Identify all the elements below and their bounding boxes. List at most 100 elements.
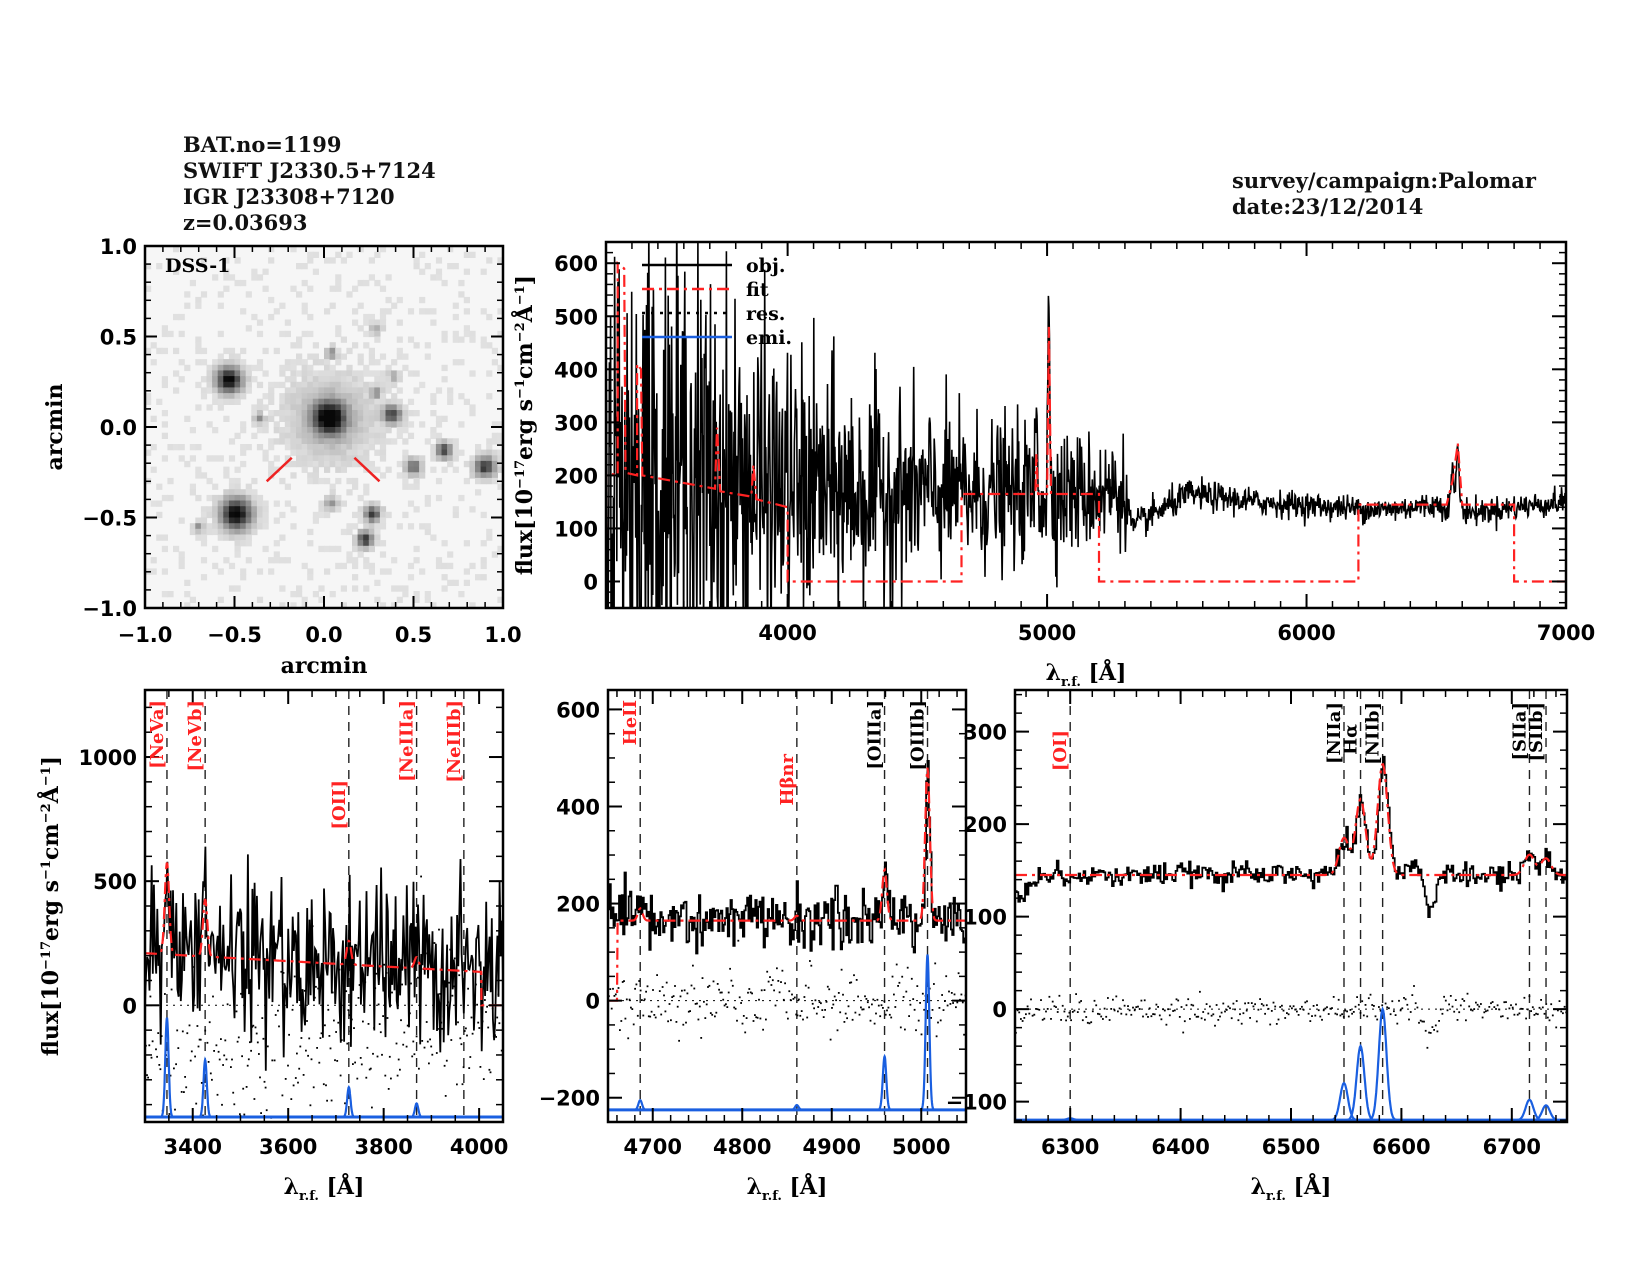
- image-pixel: [296, 398, 303, 405]
- survey-campaign: survey/campaign:Palomar: [1232, 168, 1536, 193]
- image-pixel: [301, 602, 308, 608]
- zoom-hbeta-y-tick-label: 600: [556, 698, 600, 722]
- image-pixel: [379, 551, 387, 558]
- image-pixel: [329, 591, 336, 598]
- residual-point: [151, 1040, 154, 1043]
- residual-point: [281, 1094, 284, 1097]
- image-pixel: [491, 551, 498, 558]
- image-pixel: [480, 557, 487, 564]
- image-pixel: [497, 432, 503, 439]
- image-pixel: [447, 246, 454, 253]
- image-pixel: [363, 489, 370, 496]
- image-pixel: [245, 381, 252, 389]
- residual-point: [498, 1022, 501, 1025]
- image-pixel: [273, 308, 280, 315]
- image-pixel: [324, 387, 331, 394]
- residual-point: [1155, 1003, 1158, 1006]
- residual-point: [793, 996, 796, 999]
- image-pixel: [335, 330, 342, 338]
- residual-point: [758, 998, 760, 1001]
- residual-point: [904, 1028, 906, 1031]
- residual-point: [155, 1048, 157, 1051]
- image-pixel: [352, 585, 359, 592]
- ylabel-part: cm: [38, 823, 64, 860]
- image-pixel: [329, 364, 336, 372]
- residual-point: [204, 1029, 207, 1032]
- residual-point: [742, 1015, 745, 1017]
- residual-point: [180, 1091, 183, 1093]
- image-pixel: [256, 381, 264, 389]
- residual-point: [1270, 1010, 1273, 1012]
- image-pixel: [346, 551, 353, 558]
- residual-point: [1177, 999, 1180, 1002]
- residual-point: [1284, 1017, 1287, 1019]
- residual-point: [258, 1053, 260, 1055]
- image-pixel: [413, 370, 420, 377]
- image-pixel: [402, 472, 409, 479]
- image-pixel: [486, 466, 493, 473]
- residual-point: [777, 980, 780, 982]
- residual-point: [1510, 1004, 1512, 1007]
- residual-point: [225, 1058, 228, 1061]
- residual-point: [254, 1026, 257, 1029]
- image-pixel: [458, 336, 465, 343]
- image-pixel: [357, 370, 364, 377]
- residual-point: [202, 1114, 204, 1117]
- image-pixel: [368, 353, 375, 360]
- image-pixel: [178, 455, 185, 462]
- residual-point: [868, 1006, 870, 1009]
- image-pixel: [346, 432, 353, 439]
- image-pixel: [240, 347, 247, 355]
- image-pixel: [245, 523, 252, 530]
- residual-point: [491, 1007, 494, 1010]
- ylabel-part: ]: [512, 275, 538, 285]
- zoom-blue-x-tick-label: 3600: [259, 1135, 317, 1159]
- image-pixel: [340, 444, 347, 451]
- image-pixel: [402, 477, 409, 485]
- image-pixel: [279, 364, 286, 372]
- residual-point: [1259, 998, 1261, 1000]
- image-pixel: [212, 545, 219, 553]
- image-pixel: [368, 370, 375, 377]
- residual-point: [639, 989, 642, 992]
- residual-point: [300, 1037, 303, 1039]
- residual-point: [1404, 998, 1407, 1001]
- residual-point: [837, 992, 840, 994]
- image-pixel: [324, 353, 331, 360]
- image-pixel: [256, 494, 264, 502]
- residual-point: [937, 1021, 939, 1024]
- image-pixel: [441, 449, 448, 456]
- residual-point: [1466, 992, 1469, 995]
- image-pixel: [441, 574, 448, 581]
- image-pixel: [363, 540, 370, 547]
- image-title: DSS-1: [165, 255, 230, 277]
- residual-point: [192, 994, 194, 997]
- object-spectrum-line: [608, 760, 966, 955]
- image-pixel: [145, 449, 152, 456]
- image-pixel: [374, 251, 381, 258]
- image-pixel: [385, 438, 392, 445]
- image-pixel: [268, 415, 275, 422]
- image-pixel: [290, 410, 297, 417]
- residual-point: [235, 1160, 237, 1162]
- image-pixel: [240, 568, 247, 575]
- image-pixel: [312, 472, 319, 479]
- residual-point: [150, 1056, 153, 1059]
- residual-point: [638, 980, 641, 982]
- zoom-halpha-x-tick-label: 6700: [1483, 1135, 1541, 1159]
- residual-point: [400, 1019, 402, 1022]
- image-pixel: [234, 359, 241, 366]
- residual-point: [273, 1178, 275, 1180]
- image-pixel: [430, 602, 437, 608]
- residual-point: [945, 975, 948, 978]
- image-pixel: [228, 376, 236, 383]
- residual-point: [170, 988, 173, 991]
- residual-point: [152, 944, 155, 947]
- image-pixel: [419, 466, 426, 473]
- residual-point: [1314, 1014, 1317, 1017]
- image-pixel: [335, 376, 342, 383]
- residual-point: [697, 1018, 700, 1021]
- residual-point: [670, 1019, 672, 1022]
- residual-point: [1376, 1018, 1379, 1021]
- image-pixel: [284, 432, 291, 439]
